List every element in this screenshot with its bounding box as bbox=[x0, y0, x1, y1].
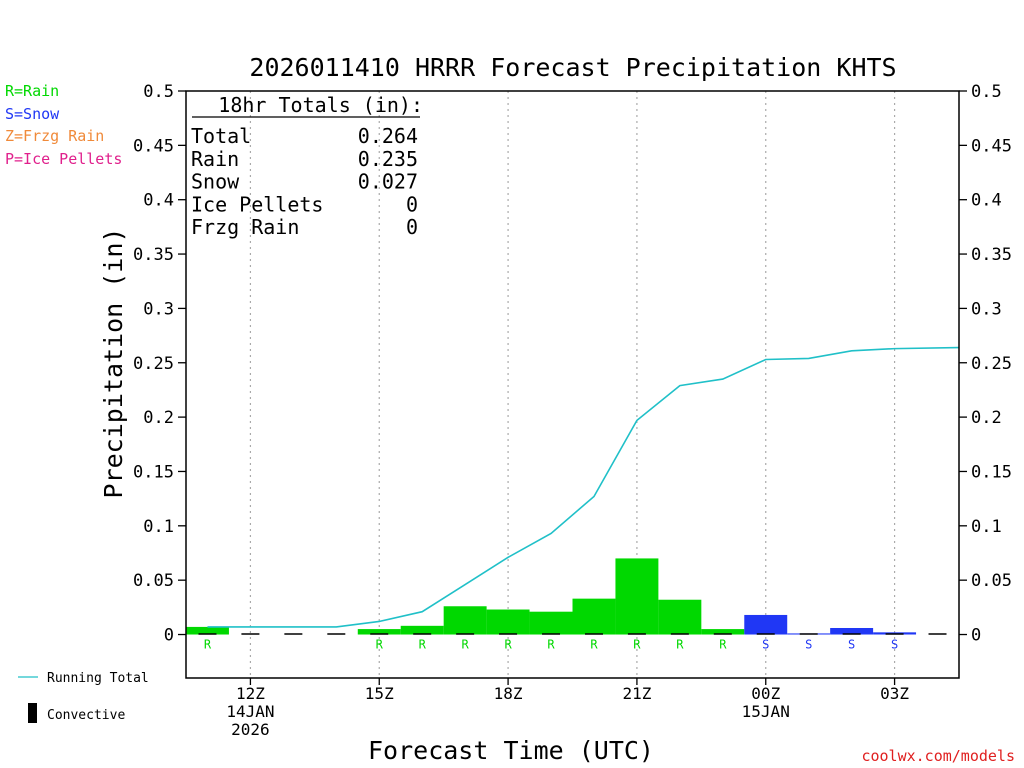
ytick-label-left-8: 0.4 bbox=[143, 191, 174, 211]
ytick-label-right-9: 0.45 bbox=[971, 136, 1012, 156]
ytick-label-left-3: 0.15 bbox=[133, 462, 174, 482]
xtick-label-5-0: 03Z bbox=[880, 684, 909, 703]
totals-row-label-0: Total bbox=[191, 124, 251, 148]
ptype-label-4: R bbox=[376, 638, 384, 652]
totals-row-label-2: Snow bbox=[191, 170, 240, 194]
ytick-label-left-2: 0.1 bbox=[143, 517, 174, 537]
legend-rain: R=Rain bbox=[5, 82, 59, 100]
ptype-label-9: R bbox=[590, 638, 598, 652]
ptype-label-13: S bbox=[762, 638, 769, 652]
ptype-label-0: R bbox=[204, 638, 212, 652]
totals-row-value-2: 0.027 bbox=[358, 170, 418, 194]
ytick-label-left-6: 0.3 bbox=[143, 299, 174, 319]
ytick-label-right-1: 0.05 bbox=[971, 571, 1012, 591]
ptype-label-5: R bbox=[419, 638, 427, 652]
totals-box: 18hr Totals (in): Total 0.264 Rain 0.235 Sno… bbox=[191, 93, 423, 239]
ytick-label-left-10: 0.5 bbox=[143, 82, 174, 102]
xtick-label-1-0: 15Z bbox=[365, 684, 394, 703]
precip-bar-0 bbox=[186, 626, 229, 635]
ytick-label-right-10: 0.5 bbox=[971, 82, 1002, 102]
totals-row-value-3: 0 bbox=[406, 192, 418, 216]
precip-bar-9 bbox=[572, 598, 616, 635]
precip-bar-6 bbox=[443, 606, 487, 635]
running-total-series bbox=[207, 346, 960, 628]
running-total-line bbox=[207, 346, 960, 628]
ptype-label-10: R bbox=[633, 638, 641, 652]
totals-row-label-4: Frzg Rain bbox=[191, 215, 299, 239]
gridlines bbox=[249, 91, 896, 678]
xtick-label-3-0: 21Z bbox=[622, 684, 651, 703]
precip-bar-13 bbox=[744, 614, 788, 635]
ytick-label-left-5: 0.25 bbox=[133, 354, 174, 374]
ptype-label-6: R bbox=[462, 638, 470, 652]
plot-frame bbox=[185, 90, 960, 679]
precip-bar-10 bbox=[615, 558, 659, 635]
totals-header: 18hr Totals (in): bbox=[218, 93, 423, 117]
ptype-label-16: S bbox=[891, 638, 898, 652]
ytick-label-left-9: 0.45 bbox=[133, 136, 174, 156]
ptype-label-15: S bbox=[848, 638, 855, 652]
source-credit: coolwx.com/models bbox=[861, 747, 1015, 765]
ytick-label-left-4: 0.2 bbox=[143, 408, 174, 428]
precip-bar-5 bbox=[400, 625, 444, 635]
xtick-label-4-0: 00Z bbox=[751, 684, 780, 703]
xtick-label-4-1: 15JAN bbox=[742, 702, 790, 721]
ytick-label-right-0: 0 bbox=[971, 626, 981, 646]
ytick-label-right-7: 0.35 bbox=[971, 245, 1012, 265]
ytick-label-right-2: 0.1 bbox=[971, 517, 1002, 537]
ytick-label-left-1: 0.05 bbox=[133, 571, 174, 591]
ptype-label-8: R bbox=[547, 638, 555, 652]
totals-row-value-0: 0.264 bbox=[358, 124, 418, 148]
ytick-label-right-3: 0.15 bbox=[971, 462, 1012, 482]
ytick-label-right-4: 0.2 bbox=[971, 408, 1002, 428]
precip-bar-8 bbox=[529, 611, 573, 635]
legend-convective-swatch bbox=[28, 703, 37, 723]
xtick-label-0-2: 2026 bbox=[231, 720, 270, 739]
ptype-label-7: R bbox=[504, 638, 512, 652]
ptype-label-12: R bbox=[719, 638, 727, 652]
chart-title: 2026011410 HRRR Forecast Precipitation K… bbox=[249, 53, 896, 82]
y-axis-ticks: 0 00.05 0.050.1 0.10.15 0.150.2 0.20.25 0.250.… bbox=[133, 82, 1012, 646]
xtick-label-2-0: 18Z bbox=[494, 684, 523, 703]
ptype-label-14: S bbox=[805, 638, 812, 652]
legend-running-total: Running Total bbox=[47, 671, 149, 686]
ytick-label-left-7: 0.35 bbox=[133, 245, 174, 265]
totals-row-value-1: 0.235 bbox=[358, 147, 418, 171]
precip-bar-7 bbox=[486, 609, 530, 635]
y-axis-label: Precipitation (in) bbox=[99, 228, 128, 499]
ytick-label-right-8: 0.4 bbox=[971, 191, 1002, 211]
precip-bars bbox=[186, 558, 917, 635]
precip-bar-11 bbox=[658, 599, 702, 635]
legend-ice-pellets: P=Ice Pellets bbox=[5, 150, 122, 168]
x-axis-label: Forecast Time (UTC) bbox=[368, 736, 654, 765]
xtick-label-0-0: 12Z bbox=[236, 684, 265, 703]
totals-row-value-4: 0 bbox=[406, 215, 418, 239]
xtick-label-0-1: 14JAN bbox=[226, 702, 274, 721]
ytick-label-right-6: 0.3 bbox=[971, 299, 1002, 319]
ptype-label-11: R bbox=[676, 638, 684, 652]
ytick-label-left-0: 0 bbox=[164, 626, 174, 646]
precip-bar-12 bbox=[701, 629, 745, 635]
totals-row-label-1: Rain bbox=[191, 147, 239, 171]
precip-bar-15 bbox=[830, 627, 874, 635]
totals-row-label-3: Ice Pellets bbox=[191, 192, 323, 216]
legend-frzg-rain: Z=Frzg Rain bbox=[5, 127, 104, 145]
legend-snow: S=Snow bbox=[5, 105, 60, 123]
ytick-label-right-5: 0.25 bbox=[971, 354, 1012, 374]
legend-convective: Convective bbox=[47, 708, 125, 723]
precip-bar-4 bbox=[357, 629, 401, 635]
